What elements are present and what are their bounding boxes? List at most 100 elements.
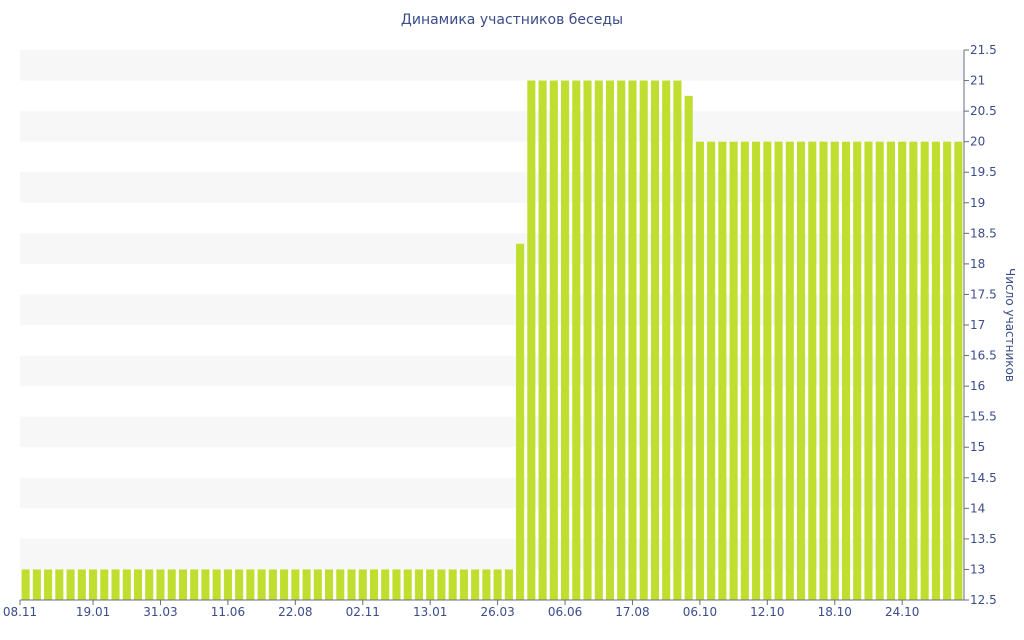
grid-band bbox=[20, 477, 964, 509]
bar[interactable] bbox=[920, 141, 929, 600]
bar[interactable] bbox=[931, 141, 940, 600]
x-tick-label: 12.10 bbox=[750, 605, 784, 619]
bar[interactable] bbox=[572, 80, 581, 601]
bar[interactable] bbox=[178, 569, 187, 600]
bar[interactable] bbox=[190, 569, 199, 600]
bar[interactable] bbox=[77, 569, 86, 600]
bar[interactable] bbox=[763, 141, 772, 600]
bar[interactable] bbox=[32, 569, 41, 600]
bar[interactable] bbox=[594, 80, 603, 601]
bar[interactable] bbox=[808, 141, 817, 600]
bar[interactable] bbox=[235, 569, 244, 600]
bar[interactable] bbox=[774, 141, 783, 600]
bar[interactable] bbox=[493, 569, 502, 600]
bar[interactable] bbox=[55, 569, 64, 600]
bar[interactable] bbox=[325, 569, 334, 600]
bar[interactable] bbox=[718, 141, 727, 600]
bar[interactable] bbox=[797, 141, 806, 600]
bar[interactable] bbox=[336, 569, 345, 600]
bar[interactable] bbox=[785, 141, 794, 600]
bar[interactable] bbox=[459, 569, 468, 600]
bar[interactable] bbox=[44, 569, 53, 600]
bar[interactable] bbox=[864, 141, 873, 600]
bar[interactable] bbox=[898, 141, 907, 600]
bar[interactable] bbox=[504, 569, 513, 600]
bar[interactable] bbox=[740, 141, 749, 600]
bar[interactable] bbox=[448, 569, 457, 600]
grid-band bbox=[20, 294, 964, 325]
bar[interactable] bbox=[414, 569, 423, 600]
y-tick-label: 21 bbox=[970, 74, 985, 88]
bar[interactable] bbox=[437, 569, 446, 600]
bar[interactable] bbox=[561, 80, 570, 601]
bar[interactable] bbox=[369, 569, 379, 600]
bar[interactable] bbox=[853, 141, 862, 600]
bar[interactable] bbox=[122, 569, 131, 600]
bar[interactable] bbox=[583, 80, 592, 601]
bar[interactable] bbox=[100, 569, 109, 600]
chart-title: Динамика участников беседы bbox=[400, 12, 624, 28]
bar[interactable] bbox=[381, 569, 390, 600]
bar[interactable] bbox=[628, 80, 637, 601]
bar[interactable] bbox=[527, 80, 536, 601]
bar[interactable] bbox=[549, 80, 558, 601]
grid-band bbox=[20, 355, 964, 387]
y-tick-label: 17 bbox=[970, 318, 985, 332]
bar[interactable] bbox=[943, 141, 952, 600]
bar[interactable] bbox=[313, 569, 322, 600]
bar[interactable] bbox=[133, 569, 143, 600]
bar[interactable] bbox=[752, 141, 761, 600]
bar[interactable] bbox=[662, 80, 671, 601]
bar[interactable] bbox=[280, 569, 289, 600]
bar[interactable] bbox=[695, 141, 704, 600]
bar[interactable] bbox=[392, 569, 401, 600]
bar[interactable] bbox=[471, 569, 480, 600]
bar[interactable] bbox=[886, 141, 895, 600]
bar[interactable] bbox=[516, 243, 525, 600]
x-tick-label: 06.10 bbox=[683, 605, 717, 619]
bar[interactable] bbox=[617, 80, 626, 601]
y-axis-title: Число участников bbox=[1003, 268, 1017, 382]
bar[interactable] bbox=[291, 569, 300, 600]
y-tick-label: 13 bbox=[970, 562, 985, 576]
bar[interactable] bbox=[201, 569, 210, 600]
bar[interactable] bbox=[347, 569, 356, 600]
bar[interactable] bbox=[358, 569, 367, 600]
bar[interactable] bbox=[257, 569, 266, 600]
bar[interactable] bbox=[212, 569, 221, 600]
bar[interactable] bbox=[830, 141, 839, 600]
bar[interactable] bbox=[268, 569, 277, 600]
x-tick-label: 22.08 bbox=[278, 605, 312, 619]
bar[interactable] bbox=[909, 141, 918, 600]
bar[interactable] bbox=[605, 80, 615, 601]
bar[interactable] bbox=[223, 569, 232, 600]
bar[interactable] bbox=[684, 95, 693, 600]
x-tick-label: 06.06 bbox=[548, 605, 582, 619]
bar[interactable] bbox=[875, 141, 884, 600]
bar[interactable] bbox=[482, 569, 491, 600]
bar[interactable] bbox=[21, 569, 30, 600]
bar[interactable] bbox=[66, 569, 75, 600]
bar[interactable] bbox=[707, 141, 716, 600]
bar[interactable] bbox=[111, 569, 120, 600]
grid-band bbox=[20, 172, 964, 203]
bar[interactable] bbox=[246, 569, 255, 600]
bar[interactable] bbox=[729, 141, 738, 600]
bar[interactable] bbox=[819, 141, 828, 600]
bar[interactable] bbox=[156, 569, 165, 600]
bar[interactable] bbox=[167, 569, 176, 600]
bar[interactable] bbox=[841, 141, 851, 600]
bar[interactable] bbox=[403, 569, 412, 600]
bar[interactable] bbox=[954, 141, 963, 600]
x-tick-label: 18.10 bbox=[818, 605, 852, 619]
bar[interactable] bbox=[426, 569, 435, 600]
bar[interactable] bbox=[639, 80, 648, 601]
bar[interactable] bbox=[89, 569, 98, 600]
bar[interactable] bbox=[145, 569, 154, 600]
grid-band bbox=[20, 416, 964, 448]
bar[interactable] bbox=[650, 80, 659, 601]
grid-band bbox=[20, 233, 964, 264]
bar[interactable] bbox=[673, 80, 682, 601]
bar[interactable] bbox=[302, 569, 311, 600]
bar[interactable] bbox=[538, 80, 547, 601]
